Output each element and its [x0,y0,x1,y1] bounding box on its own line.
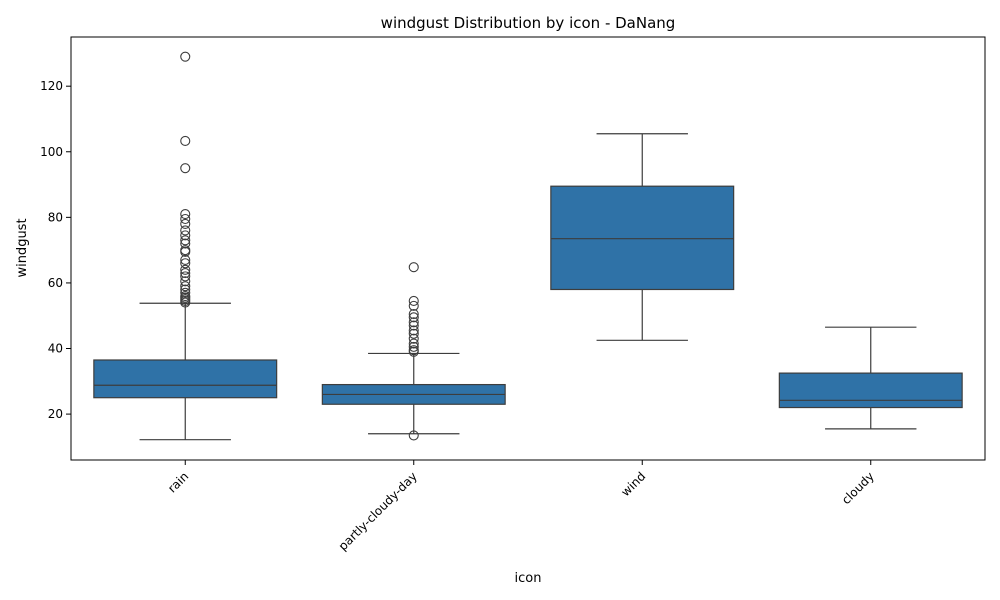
outlier-point [180,264,191,275]
outlier-point [180,258,191,269]
x-axis: rain partly-cloudy-day wind cloudy [165,460,877,553]
x-tick-label: partly-cloudy-day [336,469,420,553]
outlier-point [180,163,191,174]
outlier-point [180,235,191,246]
outlier-point [180,209,191,220]
outlier-point [408,300,419,311]
outlier-point [180,271,191,282]
y-tick-label: 60 [48,276,63,290]
outlier-point [180,254,191,266]
box-group-partly-cloudy-day [321,262,506,441]
outlier-point [180,225,191,236]
outlier-point [408,345,419,356]
plot-frame [70,36,986,461]
outlier-point [180,230,191,241]
outlier-point [180,51,191,62]
outlier-point [408,333,419,344]
outlier-point [408,341,419,352]
iqr-box [778,372,963,409]
outlier-point [180,213,191,225]
y-tick-label: 120 [40,79,63,93]
outlier-point [180,276,191,287]
outlier-point [180,218,191,229]
outlier-point [408,430,419,441]
x-axis-label: icon [515,571,542,586]
outlier-point [180,268,191,279]
outlier-point [180,245,191,256]
outlier-point [408,295,419,307]
box-group-rain [93,51,278,441]
outlier-point [180,290,191,302]
outlier-point [408,309,419,320]
plot-area [93,51,963,441]
outlier-point [408,317,419,328]
iqr-box [93,359,278,399]
chart-title: windgust Distribution by icon - DaNang [381,14,676,32]
x-tick-label: cloudy [839,469,877,507]
iqr-box [550,185,735,291]
outlier-point [180,287,191,298]
outlier-point [180,238,191,249]
box-group-cloudy [778,326,963,430]
y-tick-label: 100 [40,145,63,159]
y-tick-label: 20 [48,407,63,421]
outlier-point [408,328,419,339]
outlier-point [408,262,419,273]
outlier-point [408,338,419,349]
y-tick-label: 40 [48,342,63,356]
y-axis: 20 40 60 80 100 120 [40,79,71,421]
outlier-point [408,312,419,323]
outlier-point [180,281,191,292]
y-axis-label: windgust [15,218,30,277]
box-group-wind [550,133,735,341]
outlier-point [408,320,419,331]
x-tick-label: wind [618,469,648,499]
y-tick-label: 80 [48,210,63,224]
x-tick-label: rain [165,469,191,495]
outlier-point [180,284,191,295]
outlier-point [180,135,191,146]
outlier-point [408,325,419,336]
